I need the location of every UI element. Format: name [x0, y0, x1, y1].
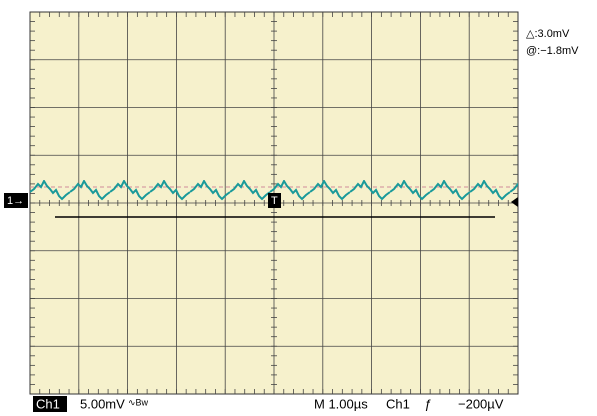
- trigger-marker: [268, 193, 281, 208]
- trigger-slope: ƒ: [424, 396, 431, 411]
- trigger-marker-label: T: [271, 195, 278, 207]
- channel-label: Ch1: [36, 396, 60, 411]
- vertical-scale: 5.00mV: [80, 396, 125, 411]
- channel-marker-label: 1→: [7, 195, 24, 207]
- channel-marker: [4, 193, 28, 208]
- channel-badge: [33, 396, 67, 412]
- trigger-level: −200µV: [458, 396, 504, 411]
- trigger-source: Ch1: [386, 396, 410, 411]
- cursor-position: @:−1.8mV: [526, 45, 579, 57]
- bandwidth-limit: ∿Bw: [128, 397, 149, 407]
- trigger-level-arrow: [511, 197, 518, 207]
- timebase: M 1.00µs: [314, 396, 368, 411]
- cursor-delta: △:3.0mV: [526, 28, 570, 40]
